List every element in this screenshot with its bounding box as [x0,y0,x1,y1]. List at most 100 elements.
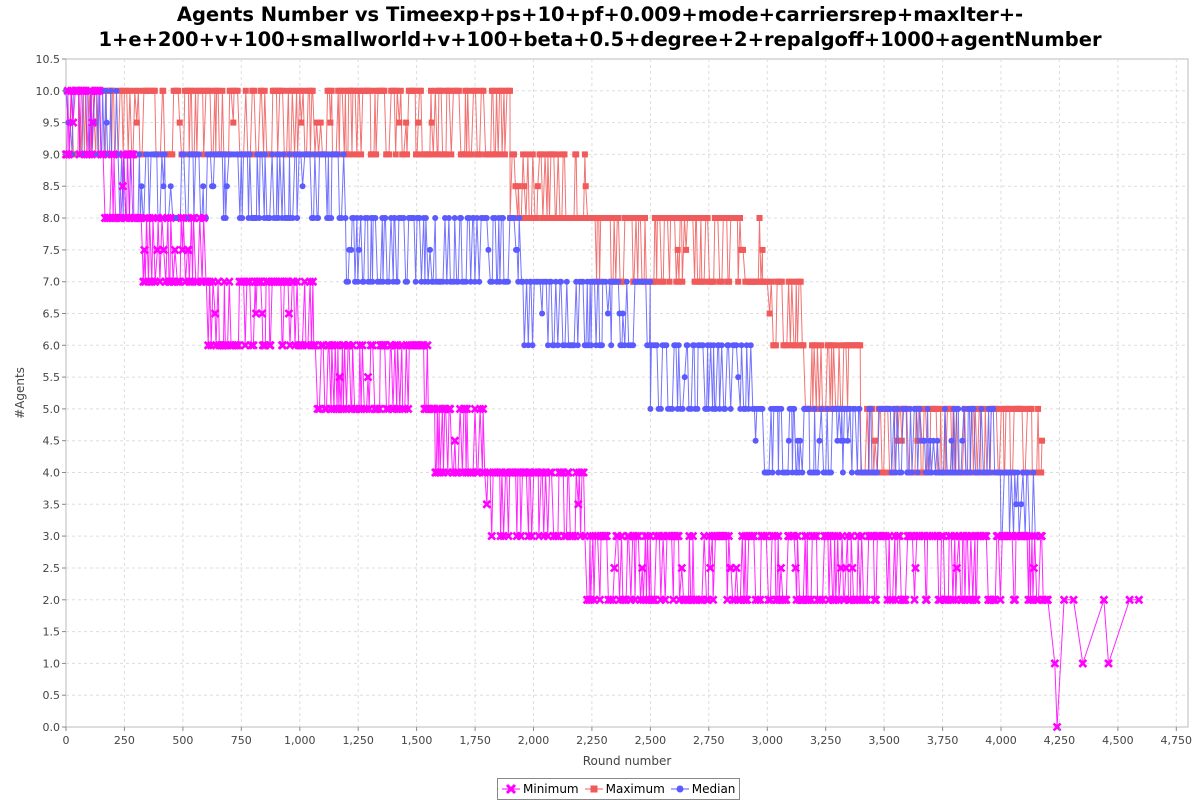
data-point [539,310,546,317]
data-point [768,278,775,285]
data-point [815,595,825,605]
data-point [534,183,541,190]
data-point [1099,595,1109,605]
data-point [183,245,193,255]
data-point [823,531,833,541]
data-point [553,215,560,221]
data-point [775,469,782,476]
x-tick-label: 2,250 [576,734,608,747]
x-axis-label: Round number [583,754,672,768]
data-point [546,215,553,221]
data-point [394,87,401,94]
data-point [582,183,589,190]
data-point [677,563,687,573]
data-point [248,340,258,350]
data-point [1019,405,1025,412]
square-marker-icon [584,785,603,793]
data-point [708,595,718,605]
data-point [716,405,723,412]
data-point [95,86,105,96]
data-point [679,278,686,285]
data-point [474,215,480,221]
data-point [1028,405,1035,412]
data-point [1030,469,1037,476]
data-point [412,278,419,285]
data-point [1038,469,1045,476]
data-point [743,342,750,349]
data-point [674,246,681,253]
data-point [451,215,458,221]
data-point [960,405,967,412]
data-point [230,119,237,126]
data-point [482,499,492,509]
data-point [942,405,948,412]
x-tick-label: 4,000 [985,734,1017,747]
y-tick-label: 6.5 [43,308,61,321]
data-point [1134,595,1144,605]
data-point [166,213,176,223]
data-point [694,595,704,605]
data-point [755,595,765,605]
data-point [981,531,991,541]
data-point [415,119,422,126]
data-point [432,87,439,94]
data-point [258,87,265,94]
data-point [818,342,824,349]
data-point [382,215,389,221]
data-point [427,246,433,253]
data-point [278,340,288,350]
data-point [372,87,378,94]
data-point [265,340,275,350]
data-point [545,342,551,349]
data-point [793,531,802,541]
data-point [308,277,318,287]
data-point [416,215,423,221]
data-point [169,151,176,158]
data-point [1037,531,1047,541]
y-tick-label: 4.5 [43,435,61,448]
y-tick-label: 10.5 [36,53,61,66]
data-point [629,215,635,221]
data-point [381,87,388,94]
series-minimum [61,86,1144,732]
data-point [200,183,207,190]
data-point [458,215,464,221]
data-point [269,151,276,158]
data-point [705,563,715,573]
y-tick-label: 9.0 [43,148,61,161]
data-point [604,310,611,317]
data-point [580,278,586,285]
data-point [219,87,226,94]
data-point [133,119,140,126]
data-point [476,278,483,285]
data-point [210,309,220,318]
data-point [1050,658,1060,668]
data-point [558,278,564,285]
data-point [787,342,794,349]
data-point [199,87,206,94]
data-point [428,119,435,126]
data-point [426,151,433,158]
data-point [978,405,985,412]
data-point [472,87,479,94]
data-point [507,87,513,94]
data-point [747,342,754,349]
data-point [631,531,641,541]
x-tick-label: 1,750 [459,734,491,747]
data-point [366,340,376,350]
data-point [714,215,721,221]
data-point [630,342,637,349]
data-point [568,531,578,541]
data-point [284,309,294,318]
data-point [386,151,392,158]
data-point [367,87,374,94]
data-point [330,340,340,350]
y-tick-label: 5.0 [43,403,61,416]
data-point [289,215,296,221]
data-point [75,149,84,159]
data-point [369,278,376,285]
x-tick-label: 500 [172,734,193,747]
data-point [357,340,367,350]
data-point [595,595,605,605]
